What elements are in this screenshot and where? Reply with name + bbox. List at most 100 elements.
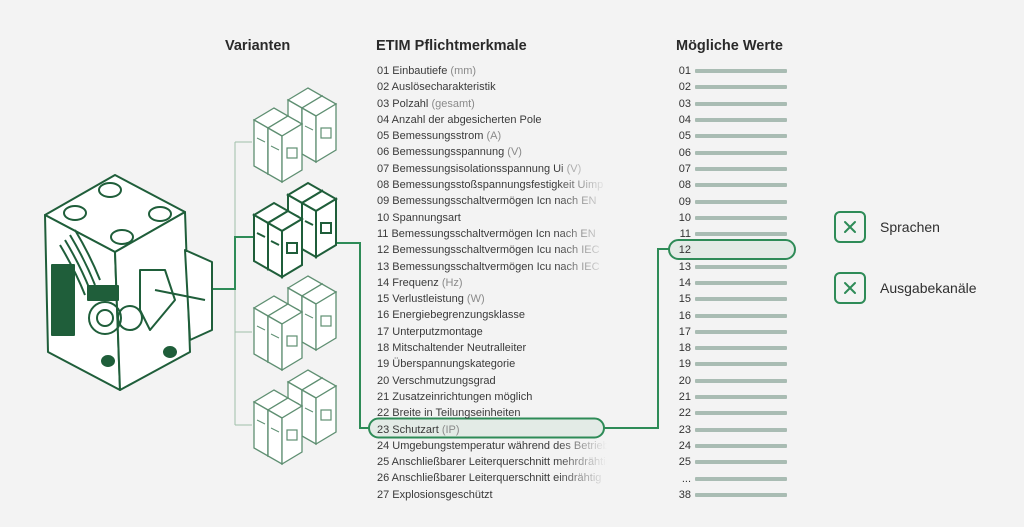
etim-feature-unit: (A): [486, 130, 502, 143]
value-item: 04: [675, 112, 787, 128]
value-bar: [695, 378, 787, 383]
value-item: 07: [675, 161, 787, 177]
etim-feature-label: 06 Bemessungsspannung: [377, 146, 505, 159]
value-number: 23: [678, 423, 691, 436]
heading-etim: ETIM Pflichtmerkmale: [376, 38, 527, 54]
etim-feature-unit: (V): [566, 162, 582, 175]
branch-line: [235, 141, 252, 426]
etim-feature-item: 04 Anzahl der abgesicherten Pole: [377, 112, 607, 128]
etim-feature-item: 13 Bemessungsschaltvermögen Icu nach IEC: [377, 259, 607, 275]
value-bar: [695, 118, 787, 123]
etim-feature-item: 24 Umgebungstemperatur während des Betri…: [377, 438, 607, 454]
x-icon: [834, 272, 866, 304]
etim-feature-item: 10 Spannungsart: [377, 210, 607, 226]
value-item: 15: [675, 291, 787, 307]
variant-breakers: [252, 87, 338, 466]
value-number: 25: [678, 456, 691, 469]
breaker-illustration: [44, 174, 213, 391]
value-number: 38: [678, 488, 691, 501]
value-highlight: [668, 239, 796, 260]
etim-feature-item: 15 Verlustleistung (W): [377, 291, 607, 307]
value-item: 18: [675, 340, 787, 356]
etim-feature-unit: (mm): [450, 65, 477, 77]
etim-feature-item: 18 Mitschaltender Neutralleiter: [377, 340, 607, 356]
value-number: 22: [678, 407, 691, 420]
etim-feature-item: 22 Breite in Teilungseinheiten: [377, 405, 607, 421]
value-item: 13: [675, 259, 787, 275]
etim-feature-label: 14 Frequenz: [377, 276, 439, 289]
value-number: 01: [678, 65, 691, 78]
etim-feature-item: 06 Bemessungsspannung (V): [377, 144, 607, 160]
etim-feature-label: 22 Breite in Teilungseinheiten: [377, 407, 521, 420]
legend-label: Ausgabekanäle: [880, 280, 977, 296]
x-icon: [834, 211, 866, 243]
etim-feature-item: 03 Polzahl (gesamt): [377, 96, 607, 112]
value-item: 16: [675, 307, 787, 323]
heading-variants: Varianten: [225, 38, 291, 54]
value-number: 04: [678, 114, 691, 127]
etim-feature-label: 11 Bemessungsschaltvermögen Icn nach EN: [377, 227, 596, 240]
value-item: 20: [675, 373, 787, 389]
value-bar: [695, 427, 787, 432]
value-bar: [695, 134, 787, 139]
value-item: 02: [675, 79, 787, 95]
value-bar: [695, 411, 787, 416]
etim-feature-item: 02 Auslösecharakteristik: [377, 79, 607, 95]
value-number: 10: [678, 211, 691, 224]
etim-feature-item: 21 Zusatzeinrichtungen möglich: [377, 389, 607, 405]
value-bar: [695, 166, 787, 171]
value-number: 11: [679, 228, 691, 241]
value-bar: [695, 69, 787, 74]
etim-feature-label: 10 Spannungsart: [377, 211, 461, 224]
value-number: 24: [678, 439, 691, 452]
value-item: 03: [675, 96, 787, 112]
value-item: 17: [675, 324, 787, 340]
value-item: 25: [675, 454, 787, 470]
value-bar: [695, 443, 787, 448]
value-number: 15: [678, 293, 691, 306]
value-number: 13: [678, 260, 691, 273]
etim-feature-label: 07 Bemessungsisolationsspannung Ui: [377, 162, 564, 175]
value-item: 08: [675, 177, 787, 193]
etim-feature-item: 16 Energiebegrenzungsklasse: [377, 307, 607, 323]
etim-feature-item: 09 Bemessungsschaltvermögen Icn nach EN: [377, 193, 607, 209]
etim-feature-label: 12 Bemessungsschaltvermögen Icu nach IEC: [377, 244, 600, 257]
etim-feature-label: 01 Einbautiefe: [377, 65, 448, 77]
etim-feature-item: 27 Explosionsgeschützt: [377, 487, 607, 503]
value-bar: [695, 313, 787, 318]
value-connector: [604, 248, 669, 429]
etim-feature-item: 08 Bemessungsstoßspannungsfestigkeit Uim…: [377, 177, 607, 193]
etim-feature-item: 23 Schutzart (IP): [377, 422, 607, 438]
value-item: 24: [675, 438, 787, 454]
etim-feature-label: 23 Schutzart: [377, 423, 439, 436]
etim-feature-label: 20 Verschmutzungsgrad: [377, 374, 496, 387]
value-number: 07: [678, 162, 691, 175]
etim-feature-label: 13 Bemessungsschaltvermögen Icu nach IEC: [377, 260, 600, 273]
value-number: 05: [678, 130, 691, 143]
value-bar: [695, 329, 787, 334]
etim-feature-item: 01 Einbautiefe (mm): [377, 63, 607, 79]
etim-feature-unit: (IP): [441, 423, 460, 436]
etim-feature-item: 14 Frequenz (Hz): [377, 275, 607, 291]
value-number: 08: [678, 179, 691, 192]
value-number: 14: [678, 277, 691, 289]
etim-feature-item: 05 Bemessungsstrom (A): [377, 128, 607, 144]
etim-feature-list: 01 Einbautiefe (mm) 02 Auslösecharakteris…: [377, 63, 607, 503]
legend-item-sprachen: Sprachen: [834, 211, 940, 243]
etim-feature-label: 16 Energiebegrenzungsklasse: [377, 309, 525, 322]
value-item: 01: [675, 63, 787, 79]
value-item: 14: [675, 275, 787, 291]
value-bar: [695, 199, 787, 204]
variant-breaker: [252, 275, 338, 372]
legend-item-ausgabekanaele: Ausgabekanäle: [834, 272, 977, 304]
etim-feature-item: 25 Anschließbarer Leiterquerschnitt mehr…: [377, 454, 607, 470]
value-bar: [695, 232, 787, 237]
value-bar: [695, 476, 787, 481]
value-item: 19: [675, 356, 787, 372]
variant-breaker: [252, 369, 338, 466]
etim-feature-unit: (W): [466, 293, 485, 306]
value-bar: [695, 264, 787, 269]
etim-feature-label: 04 Anzahl der abgesicherten Pole: [377, 113, 542, 126]
variant-breaker: [252, 181, 338, 279]
